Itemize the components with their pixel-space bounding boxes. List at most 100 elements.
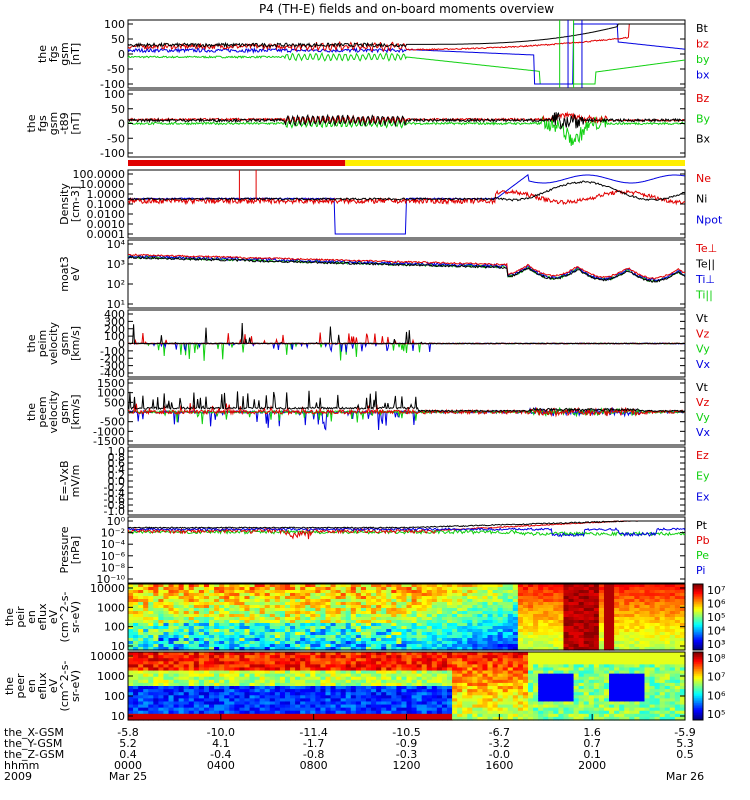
peir_spec-cell xyxy=(188,605,195,609)
peir_spec-cell xyxy=(619,638,625,642)
peer_spec-cell xyxy=(553,701,560,706)
peer_spec-cell xyxy=(487,667,494,672)
peer_spec-cell xyxy=(178,655,185,659)
peer_spec-cell xyxy=(229,679,235,684)
peer_spec-cell xyxy=(528,707,534,712)
peer_spec-cell xyxy=(360,682,367,687)
peir_spec-cell xyxy=(482,635,489,639)
peir_spec-cell xyxy=(178,617,185,621)
peir_spec-colorbar-cell xyxy=(693,613,703,616)
peir_spec-cell xyxy=(558,647,565,651)
peir_spec-cell xyxy=(219,605,225,609)
peir_spec-cell xyxy=(249,623,256,627)
peir_spec-cell xyxy=(543,626,549,630)
peer_spec-cell xyxy=(502,716,509,721)
fgs-ylabel-line: the xyxy=(36,45,49,63)
peir_spec-cell xyxy=(538,620,544,624)
peir_spec-cell xyxy=(593,590,600,594)
peer_spec-cell xyxy=(340,698,347,703)
peir_spec-cell xyxy=(279,638,286,642)
peer_spec-cell xyxy=(517,652,524,656)
peer_spec-cell xyxy=(290,661,296,665)
peir_spec-cell xyxy=(391,647,397,651)
peir_spec-cell xyxy=(401,596,408,600)
peir_spec-cell xyxy=(522,641,529,645)
peir_spec-cell xyxy=(376,611,382,615)
peir_spec-cell xyxy=(163,584,170,588)
peir_spec-cell xyxy=(234,608,240,612)
peer_spec-cell xyxy=(203,710,210,715)
peer_spec-cell xyxy=(543,689,549,693)
peer_spec-cell xyxy=(138,716,144,721)
peer_spec-cell xyxy=(639,652,646,656)
peir_spec-cell xyxy=(669,614,676,618)
peer_spec-cell xyxy=(310,655,316,659)
peir_spec-cell xyxy=(573,608,580,612)
peir_spec-cell xyxy=(173,632,180,636)
peir_spec-cell xyxy=(629,611,635,615)
peir_spec-cell xyxy=(416,596,423,600)
peer_spec-cell xyxy=(593,716,600,721)
peer_spec-cell xyxy=(624,692,630,696)
peer_spec-cell xyxy=(482,661,489,665)
peer_spec-cell xyxy=(528,670,534,675)
peir_spec-cell xyxy=(335,584,342,588)
peir_spec-colorbar-cell xyxy=(693,607,703,610)
peir_spec-cell xyxy=(553,632,560,636)
peer_spec-cell xyxy=(193,670,200,675)
peir_spec-cell xyxy=(128,584,134,588)
peir_spec-cell xyxy=(548,623,554,627)
peir_spec-cell xyxy=(416,641,423,645)
peir_spec-cell xyxy=(214,584,220,588)
peir_spec-cell xyxy=(416,644,423,648)
peir_spec-cell xyxy=(558,599,565,603)
peer_spec-cell xyxy=(178,710,185,715)
peer_spec-cell xyxy=(421,661,428,665)
peer_spec-cell xyxy=(254,682,261,687)
peer_spec-cell xyxy=(583,698,590,703)
peir_spec-cell xyxy=(679,614,686,618)
peir_spec-cell xyxy=(259,644,266,648)
peer_spec-cell xyxy=(143,713,149,718)
peer_spec-cell xyxy=(178,692,185,696)
peer_spec-cell xyxy=(355,664,362,669)
peer_spec-cell xyxy=(457,698,463,703)
peer_spec-cell xyxy=(153,652,159,656)
peir_spec-cell xyxy=(335,596,342,600)
peer_spec-cell xyxy=(624,704,630,709)
peir_spec-cell xyxy=(462,647,468,651)
peer_spec-cell xyxy=(477,664,484,669)
temp-ytick-label: 10⁴ xyxy=(107,238,126,251)
peer_spec-cell xyxy=(234,655,240,659)
peir_spec-cell xyxy=(553,614,560,618)
peir_spec-cell xyxy=(624,611,630,615)
peer_spec-cell xyxy=(214,692,220,696)
peer_spec-cell xyxy=(320,664,327,669)
peir_spec-cell xyxy=(467,647,473,651)
peir_spec-cell xyxy=(522,647,529,651)
peir_spec-cell xyxy=(234,614,240,618)
peir_spec-cell xyxy=(624,626,630,630)
peir_spec-cell xyxy=(533,584,539,588)
peir_spec-cell xyxy=(203,587,210,591)
peir_spec-cell xyxy=(188,602,195,606)
peir_spec-cell xyxy=(492,608,499,612)
peir_spec-cell xyxy=(269,596,276,600)
peir_spec-cell xyxy=(553,590,560,594)
peer_spec-cell xyxy=(173,689,180,693)
peer_spec-cell xyxy=(401,658,408,662)
peer_spec-cell xyxy=(386,686,392,690)
peir_spec-cell xyxy=(644,638,651,642)
peir_spec-cell xyxy=(497,626,504,630)
peir_spec-cell xyxy=(401,605,408,609)
peer_spec-cell xyxy=(340,664,347,669)
peer_spec-cell xyxy=(158,682,165,687)
peer_spec-cell xyxy=(168,710,175,715)
peer_spec-cell xyxy=(472,682,478,687)
peir_spec-cell xyxy=(249,635,256,639)
peir_spec-cell xyxy=(497,590,504,594)
peir_spec-cell xyxy=(421,632,428,636)
peir_spec-cell xyxy=(447,593,453,597)
peir_spec-cell xyxy=(219,635,225,639)
